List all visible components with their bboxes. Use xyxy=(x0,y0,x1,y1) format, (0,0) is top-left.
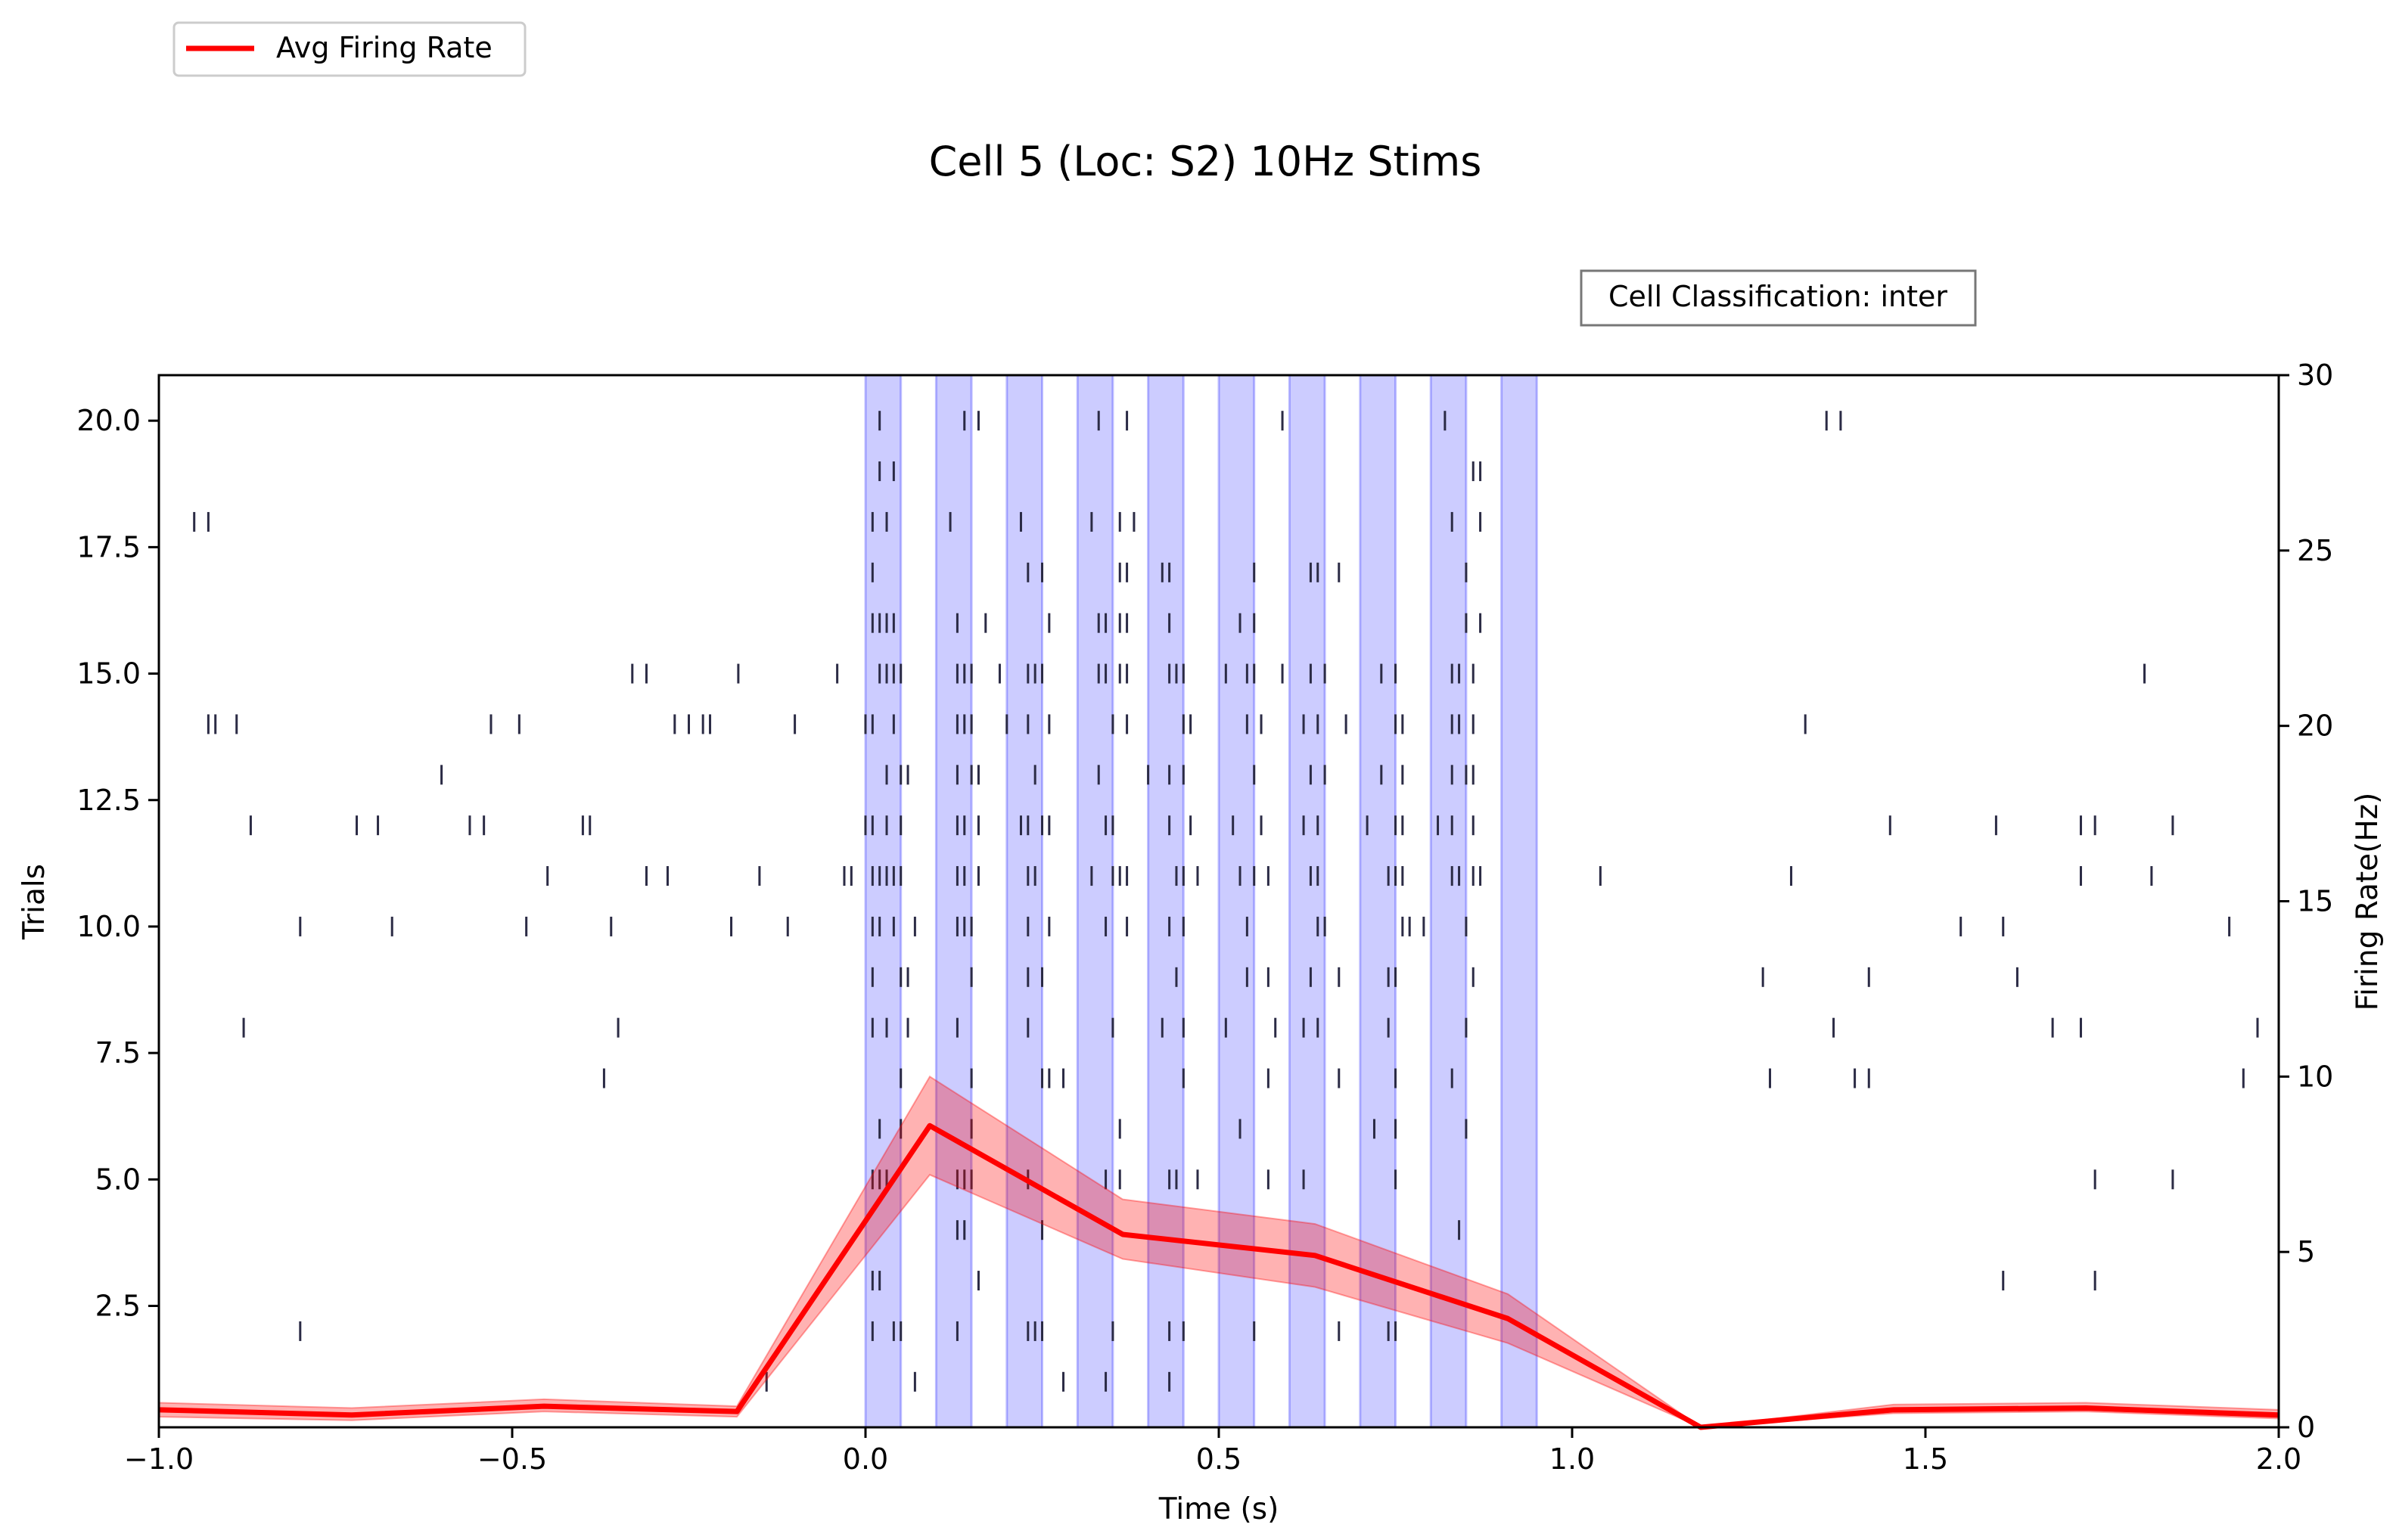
right-y-tick-label: 10 xyxy=(2297,1060,2333,1093)
right-y-tick-label: 5 xyxy=(2297,1235,2315,1268)
x-tick-label: 0.5 xyxy=(1196,1442,1242,1476)
spike-raster xyxy=(157,411,2280,1392)
left-y-tick-label: 20.0 xyxy=(76,404,141,437)
right-y-tick-label: 25 xyxy=(2297,534,2333,567)
left-y-tick-label: 12.5 xyxy=(76,784,141,817)
stim-window xyxy=(1147,374,1185,1429)
right-y-tick-label: 30 xyxy=(2297,359,2333,392)
x-tick-label: 0.0 xyxy=(843,1442,888,1476)
chart-title: Cell 5 (Loc: S2) 10Hz Stims xyxy=(929,138,1482,185)
right-y-tick-label: 0 xyxy=(2297,1411,2315,1444)
left-y-tick-label: 7.5 xyxy=(95,1036,141,1070)
x-axis-ticks: −1.0 −0.5 0.0 0.5 1.0 1.5 2.0 xyxy=(124,1427,2301,1476)
annotation-text: Cell Classification: inter xyxy=(1608,280,1947,313)
left-y-tick-label: 5.0 xyxy=(95,1163,141,1196)
left-y-axis-label: Trials xyxy=(17,864,51,940)
stim-window xyxy=(1359,374,1397,1429)
right-y-axis-label: Firing Rate(Hz) xyxy=(2351,793,2385,1011)
x-axis-label: Time (s) xyxy=(1158,1492,1279,1526)
annotation-box xyxy=(1580,269,1977,327)
left-y-axis-ticks: 2.5 5.0 7.5 10.0 12.5 15.0 17.5 20.0 xyxy=(76,404,159,1323)
left-y-tick-label: 10.0 xyxy=(76,910,141,943)
legend: Avg Firing Rate xyxy=(172,21,527,77)
stim-window xyxy=(1217,374,1256,1429)
classification-annotation: Cell Classification: inter xyxy=(1580,269,1977,327)
left-y-tick-label: 2.5 xyxy=(95,1290,141,1323)
right-y-tick-label: 15 xyxy=(2297,885,2333,918)
x-tick-label: 1.0 xyxy=(1549,1442,1595,1476)
stim-window xyxy=(864,374,903,1429)
legend-label: Avg Firing Rate xyxy=(276,31,493,64)
stim-window xyxy=(934,374,973,1429)
stim-window xyxy=(1005,374,1044,1429)
right-y-tick-label: 20 xyxy=(2297,709,2333,743)
legend-frame xyxy=(172,21,527,77)
x-tick-label: −1.0 xyxy=(124,1442,194,1476)
x-tick-label: −0.5 xyxy=(477,1442,547,1476)
stim-window xyxy=(1500,374,1538,1429)
left-y-tick-label: 15.0 xyxy=(76,657,141,691)
x-tick-label: 1.5 xyxy=(1903,1442,1948,1476)
stim-window xyxy=(1076,374,1114,1429)
left-y-tick-label: 17.5 xyxy=(76,530,141,564)
firing-rate-line xyxy=(158,1122,2279,1430)
x-tick-label: 2.0 xyxy=(2256,1442,2301,1476)
right-y-axis-ticks: 0 5 10 15 20 25 30 xyxy=(2279,359,2333,1444)
